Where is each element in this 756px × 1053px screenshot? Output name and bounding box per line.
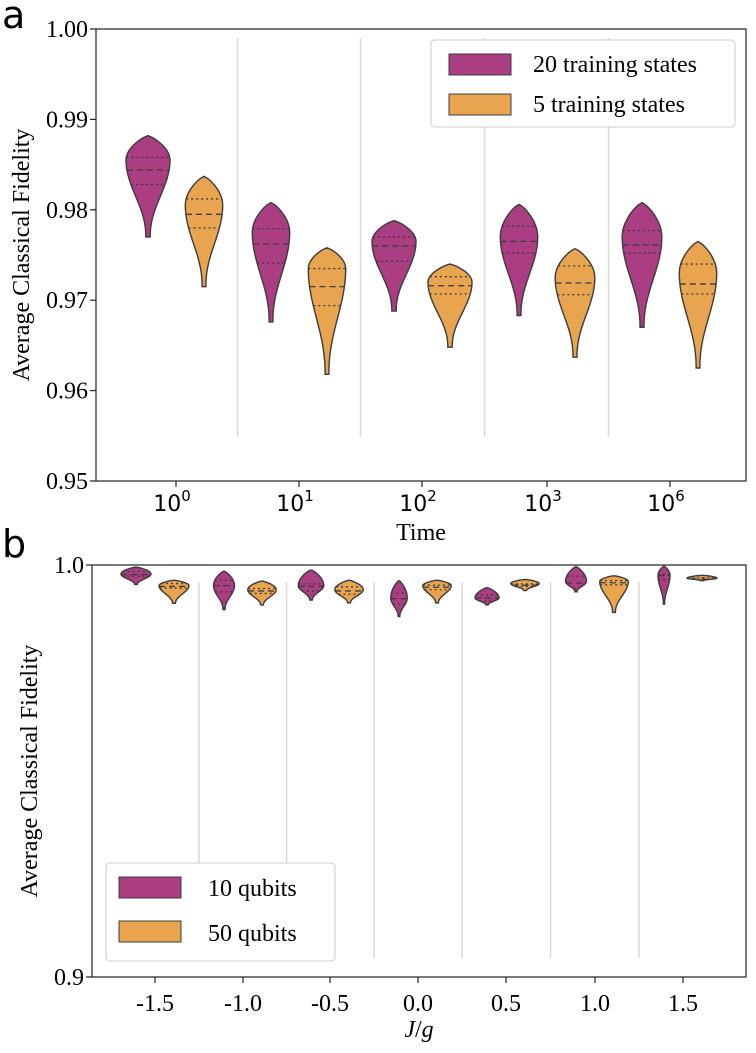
y-tick-label: 0.98 <box>46 198 88 224</box>
violin-body <box>390 579 408 618</box>
violin-20-training-states-10-0 <box>125 134 171 238</box>
violin-10-qubits-1-0 <box>564 565 588 593</box>
violin-body <box>184 175 224 288</box>
legend-label-20-training-states: 20 training states <box>533 52 697 78</box>
violin-20-training-states-10-3 <box>499 203 539 317</box>
x-tick-label: -1.0 <box>224 991 262 1017</box>
y-tick-label: 0.97 <box>46 288 88 314</box>
violin-body <box>212 570 236 611</box>
x-tick-label: -0.5 <box>311 991 349 1017</box>
legend-label-10-qubits: 10 qubits <box>208 876 297 902</box>
legend-label-50-qubits: 50 qubits <box>208 921 297 947</box>
y-tick-label: 0.96 <box>46 379 88 405</box>
violin-5-training-states-10-3 <box>554 247 596 358</box>
x-tick-label: 103 <box>524 487 562 517</box>
violin-50-qubits-1-0 <box>599 574 629 614</box>
violin-10-qubits-0-5 <box>297 569 325 601</box>
violin-body <box>678 240 718 369</box>
violin-body <box>422 579 452 604</box>
x-tick-label: 100 <box>153 487 191 517</box>
violin-body <box>657 565 671 605</box>
violin-50-qubits-0-0 <box>422 579 452 604</box>
legend-label-5-training-states: 5 training states <box>533 92 685 118</box>
violin-10-qubits-1-0 <box>212 570 236 611</box>
x-tick-label: 101 <box>276 487 314 517</box>
violin-50-qubits-0-5 <box>510 578 540 592</box>
legend-b: 10 qubits 50 qubits <box>105 862 336 962</box>
y-tick-label: 0.9 <box>54 965 84 991</box>
y-axis-label-b: Average Classical Fidelity <box>17 645 43 898</box>
violin-20-training-states-10-6 <box>621 201 663 329</box>
violin-body <box>554 247 596 358</box>
legend-swatch-50-qubits <box>118 920 182 943</box>
violin-body <box>125 134 171 238</box>
violin-chart-b: 0.9 1.0 -1.5 -1.0 -0.5 0.0 0.5 1.0 1.5 Average … <box>17 553 747 1043</box>
violin-20-training-states-10-2 <box>371 219 417 312</box>
plot-frame-b <box>91 564 747 978</box>
violin-body <box>564 565 588 593</box>
y-axis-label-a: Average Classical Fidelity <box>9 129 35 382</box>
violin-body <box>247 580 277 606</box>
x-tick-label: 1.5 <box>668 991 698 1017</box>
violin-50-qubits-1-0 <box>247 580 277 606</box>
legend-a: 20 training states 5 training states <box>430 39 736 128</box>
violin-5-training-states-10-6 <box>678 240 718 369</box>
violin-body <box>499 203 539 317</box>
x-tick-label: 102 <box>399 487 437 517</box>
x-axis-label-a: Time <box>396 520 446 546</box>
violin-10-qubits-1-5 <box>657 565 671 605</box>
violin-body <box>621 201 663 329</box>
violin-5-training-states-10-2 <box>427 263 473 348</box>
legend-swatch-5-training-states <box>448 93 512 116</box>
violin-body <box>599 574 629 614</box>
violin-chart-a: 0.95 0.96 0.97 0.98 0.99 1.00 100 101 102 103 106… <box>9 17 747 546</box>
violin-10-qubits-1-5 <box>120 566 152 586</box>
panel-label-a: a <box>2 0 25 37</box>
violin-20-training-states-10-1 <box>251 201 291 323</box>
x-tick-label: 0.5 <box>491 991 521 1017</box>
violin-body <box>371 219 417 312</box>
x-tick-label: 1.0 <box>580 991 610 1017</box>
violin-body <box>120 566 152 586</box>
violin-50-qubits-0-5 <box>334 579 364 604</box>
legend-swatch-10-qubits <box>118 876 182 899</box>
y-tick-label: 0.95 <box>46 469 88 495</box>
violin-50-qubits-1-5 <box>686 574 718 582</box>
plot-frame-a <box>95 28 747 482</box>
x-tick-label: 0.0 <box>403 991 433 1017</box>
violin-body <box>474 586 500 606</box>
violin-body <box>251 201 291 323</box>
y-tick-label: 1.0 <box>54 553 84 579</box>
y-tick-label: 0.99 <box>46 107 88 133</box>
x-tick-label: -1.5 <box>136 991 174 1017</box>
violin-5-training-states-10-0 <box>184 175 224 288</box>
violin-10-qubits-0-0 <box>390 579 408 618</box>
x-tick-label: 106 <box>647 487 685 517</box>
panel-label-b: b <box>2 522 26 566</box>
violin-10-qubits-0-5 <box>474 586 500 606</box>
violin-body <box>297 569 325 601</box>
legend-swatch-20-training-states <box>448 53 512 76</box>
violin-body <box>158 579 190 605</box>
violin-50-qubits-1-5 <box>158 579 190 605</box>
violin-5-training-states-10-1 <box>307 246 347 376</box>
violin-body <box>307 246 347 376</box>
violin-body <box>427 263 473 348</box>
x-axis-label-b: J/g <box>404 1017 433 1043</box>
y-tick-label: 1.00 <box>46 17 88 43</box>
